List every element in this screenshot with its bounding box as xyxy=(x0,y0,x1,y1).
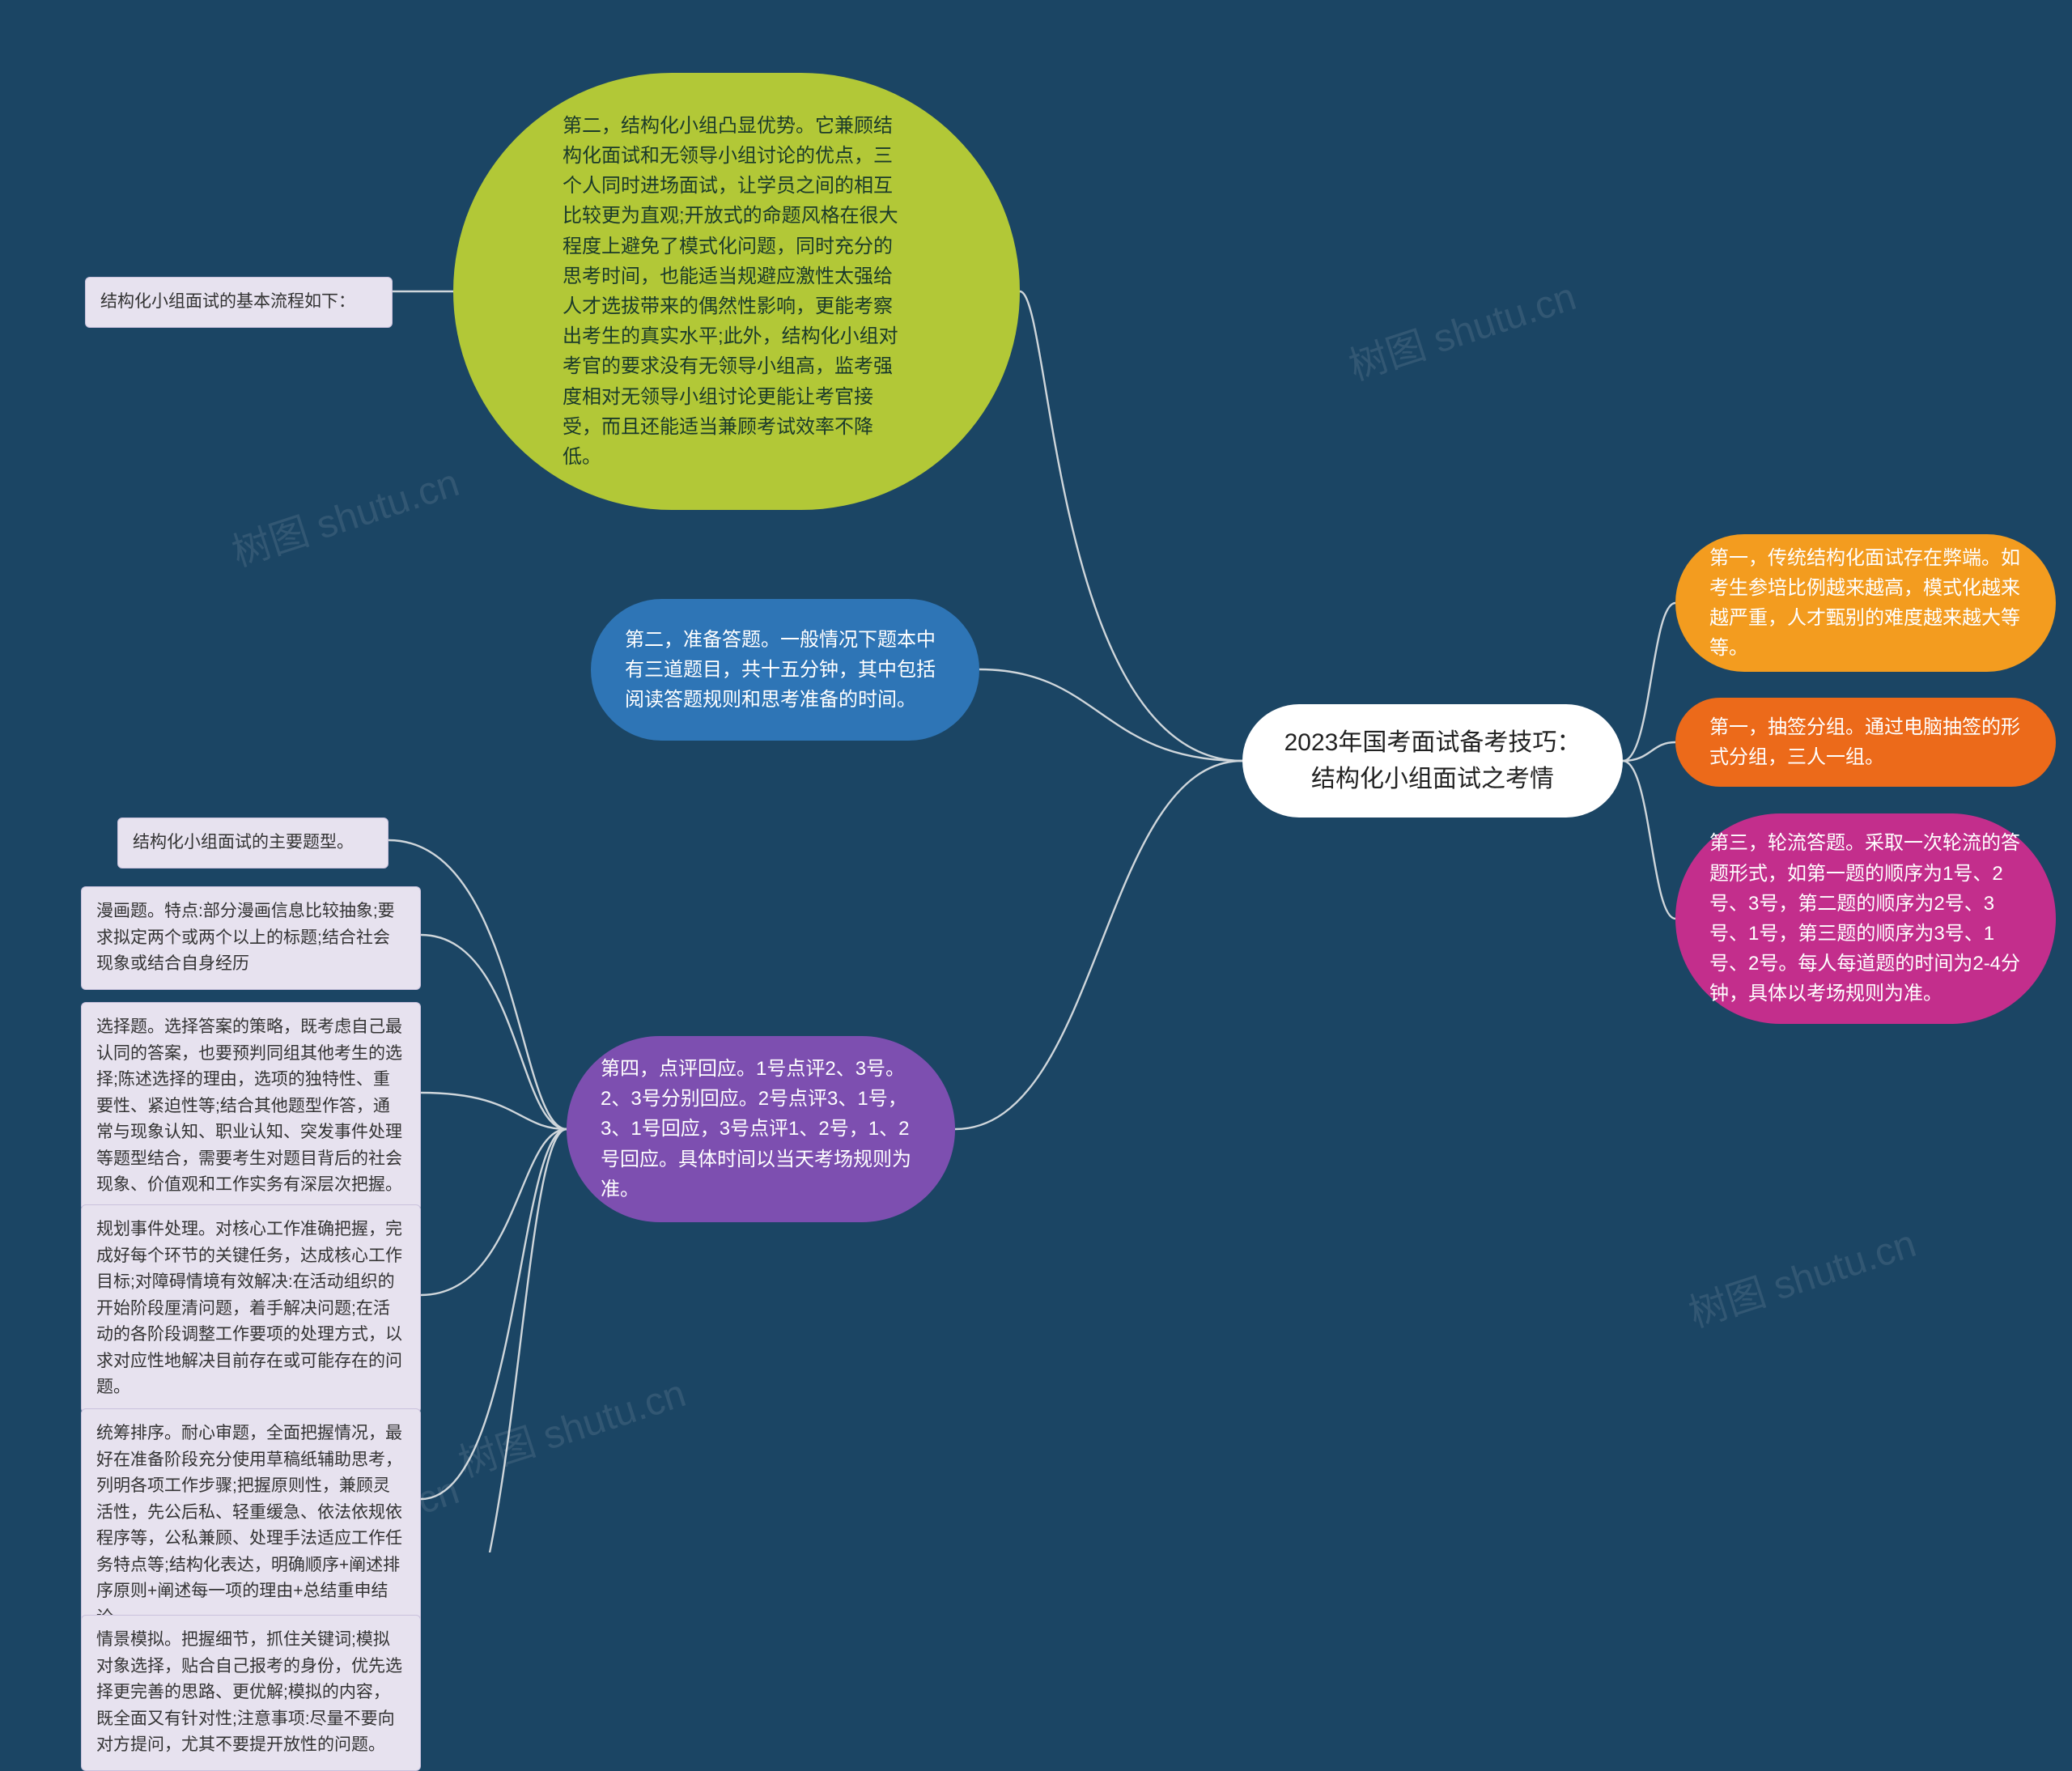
leaf-5-text: 情景模拟。把握细节，抓住关键词;模拟对象选择，贴合自己报考的身份，优先选择更完善… xyxy=(96,1630,402,1754)
leaf-3-text: 规划事件处理。对核心工作准确把握，完成好每个环节的关键任务，达成核心工作目标;对… xyxy=(96,1220,402,1396)
leaf-5[interactable]: 情景模拟。把握细节，抓住关键词;模拟对象选择，贴合自己报考的身份，优先选择更完善… xyxy=(81,1615,421,1771)
leaf-2-text: 选择题。选择答案的策略，既考虑自己最认同的答案，也要预判同组其他考生的选择;陈述… xyxy=(96,1017,402,1194)
connector-edge xyxy=(955,761,1242,1129)
branch-green[interactable]: 第二，结构化小组凸显优势。它兼顾结构化面试和无领导小组讨论的优点，三个人同时进场… xyxy=(453,73,1020,510)
connector-edge xyxy=(421,1129,567,1499)
leaf-process[interactable]: 结构化小组面试的基本流程如下： xyxy=(85,277,393,328)
branch-dorange[interactable]: 第一，抽签分组。通过电脑抽签的形式分组，三人一组。 xyxy=(1675,698,2056,787)
leaf-4[interactable]: 统筹排序。耐心审题，全面把握情况，最好在准备阶段充分使用草稿纸辅助思考，列明各项… xyxy=(81,1408,421,1643)
branch-green-text: 第二，结构化小组凸显优势。它兼顾结构化面试和无领导小组讨论的优点，三个人同时进场… xyxy=(563,111,911,472)
leaf-1-text: 漫画题。特点:部分漫画信息比较抽象;要求拟定两个或两个以上的标题;结合社会现象或… xyxy=(96,902,395,973)
watermark: 树图 shutu.cn xyxy=(1340,265,1582,391)
watermark: 树图 shutu.cn xyxy=(450,1361,691,1488)
branch-blue[interactable]: 第二，准备答题。一般情况下题本中有三道题目，共十五分钟，其中包括阅读答题规则和思… xyxy=(591,599,979,741)
connector-edge xyxy=(1020,291,1242,761)
connector-edge xyxy=(1623,603,1675,761)
connector-edge xyxy=(421,935,567,1129)
branch-magenta-text: 第三，轮流答题。采取一次轮流的答题形式，如第一题的顺序为1号、2号、3号，第二题… xyxy=(1709,828,2022,1009)
watermark: 树图 shutu.cn xyxy=(1680,1212,1921,1338)
connector-edge xyxy=(421,1129,567,1295)
connector-edge xyxy=(979,669,1242,761)
leaf-1[interactable]: 漫画题。特点:部分漫画信息比较抽象;要求拟定两个或两个以上的标题;结合社会现象或… xyxy=(81,886,421,990)
connector-edge xyxy=(1623,742,1675,761)
leaf-4-text: 统筹排序。耐心审题，全面把握情况，最好在准备阶段充分使用草稿纸辅助思考，列明各项… xyxy=(96,1424,402,1627)
center-text: 2023年国考面试备考技巧：结构化小组面试之考情 xyxy=(1278,724,1587,797)
watermark: 树图 shutu.cn xyxy=(223,451,465,577)
leaf-types[interactable]: 结构化小组面试的主要题型。 xyxy=(117,818,388,869)
leaf-2[interactable]: 选择题。选择答案的策略，既考虑自己最认同的答案，也要预判同组其他考生的选择;陈述… xyxy=(81,1002,421,1211)
leaf-process-text: 结构化小组面试的基本流程如下： xyxy=(100,292,355,311)
leaf-types-text: 结构化小组面试的主要题型。 xyxy=(133,833,354,852)
branch-orange[interactable]: 第一，传统结构化面试存在弊端。如考生参培比例越来越高，模式化越来越严重，人才甄别… xyxy=(1675,534,2056,672)
center-node[interactable]: 2023年国考面试备考技巧：结构化小组面试之考情 xyxy=(1242,704,1623,818)
connector-edge xyxy=(1623,761,1675,919)
connector-edge xyxy=(421,1129,567,1552)
leaf-3[interactable]: 规划事件处理。对核心工作准确把握，完成好每个环节的关键任务，达成核心工作目标;对… xyxy=(81,1204,421,1413)
branch-orange-text: 第一，传统结构化面试存在弊端。如考生参培比例越来越高，模式化越来越严重，人才甄别… xyxy=(1709,543,2022,664)
branch-purple-text: 第四，点评回应。1号点评2、3号。2、3号分别回应。2号点评3、1号，3、1号回… xyxy=(601,1054,921,1204)
connector-edge xyxy=(421,1093,567,1129)
branch-magenta[interactable]: 第三，轮流答题。采取一次轮流的答题形式，如第一题的顺序为1号、2号、3号，第二题… xyxy=(1675,813,2056,1024)
branch-dorange-text: 第一，抽签分组。通过电脑抽签的形式分组，三人一组。 xyxy=(1709,712,2022,772)
branch-blue-text: 第二，准备答题。一般情况下题本中有三道题目，共十五分钟，其中包括阅读答题规则和思… xyxy=(625,625,945,716)
branch-purple[interactable]: 第四，点评回应。1号点评2、3号。2、3号分别回应。2号点评3、1号，3、1号回… xyxy=(567,1036,955,1222)
